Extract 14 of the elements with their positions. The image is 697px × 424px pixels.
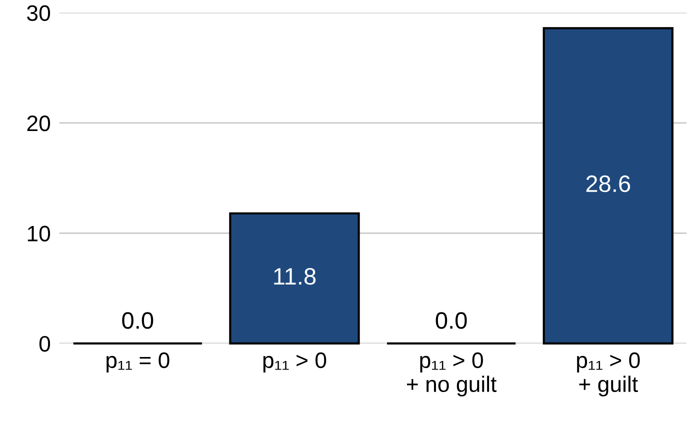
bar	[542, 27, 674, 344]
data-label: 0.0	[122, 312, 154, 329]
y-tick-label: 20	[27, 115, 50, 132]
x-tick-label: p₁₁ > 0 + guilt	[577, 352, 640, 396]
x-tick-label: p₁₁ > 0 + no guilt	[406, 352, 497, 396]
y-tick-label: 10	[28, 226, 50, 242]
data-label: 28.6	[586, 175, 630, 192]
data-label: 11.8	[274, 268, 316, 285]
y-tick-label: 0	[39, 336, 50, 352]
x-tick-label: p₁₁ = 0	[106, 352, 170, 372]
bar	[229, 212, 360, 344]
x-tick-label: p₁₁ > 0	[263, 352, 326, 372]
y-tick-label: 30	[27, 5, 50, 21]
data-label: 0.0	[436, 312, 467, 329]
